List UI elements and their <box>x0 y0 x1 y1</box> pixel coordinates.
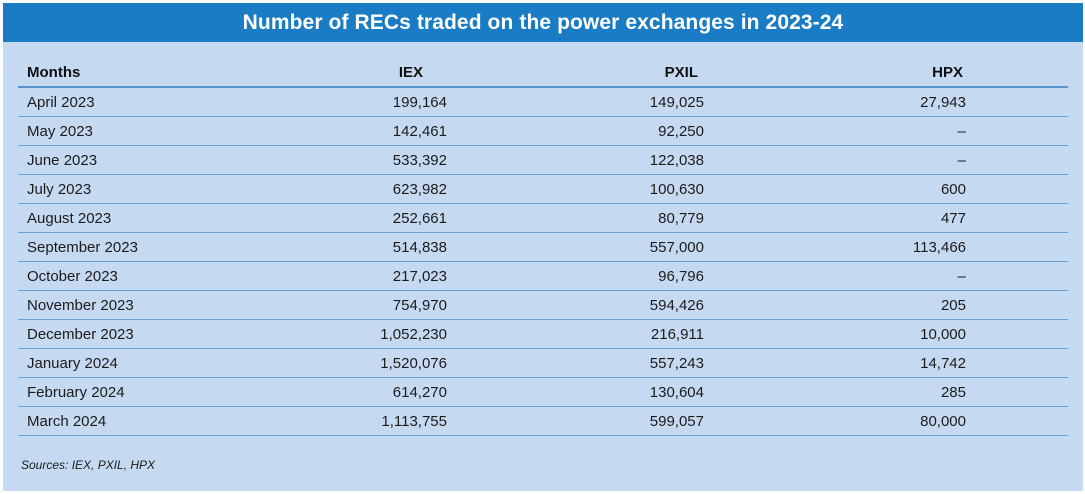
cell-iex: 623,982 <box>392 180 447 198</box>
table-row: January 2024 1,520,076 557,243 14,742 <box>18 349 1068 378</box>
rec-table-panel: Number of RECs traded on the power excha… <box>3 3 1083 491</box>
cell-pxil: 80,779 <box>658 209 704 227</box>
cell-month: July 2023 <box>27 180 92 198</box>
table-row: October 2023 217,023 96,796 – <box>18 262 1068 291</box>
cell-iex: 1,113,755 <box>381 412 447 430</box>
table-row: September 2023 514,838 557,000 113,466 <box>18 233 1068 262</box>
cell-pxil: 599,057 <box>649 412 704 430</box>
header-pxil: PXIL <box>664 63 698 81</box>
cell-month: August 2023 <box>27 209 112 227</box>
table-row: March 2024 1,113,755 599,057 80,000 <box>18 407 1068 436</box>
cell-pxil: 130,604 <box>649 383 704 401</box>
cell-hpx: – <box>957 122 966 140</box>
cell-hpx: 14,742 <box>920 354 966 372</box>
cell-pxil: 100,630 <box>649 180 704 198</box>
cell-hpx: – <box>957 151 966 169</box>
table-row: May 2023 142,461 92,250 – <box>18 117 1068 146</box>
sources-footnote: Sources: IEX, PXIL, HPX <box>21 458 156 472</box>
cell-month: November 2023 <box>27 296 134 314</box>
cell-pxil: 216,911 <box>650 325 704 343</box>
cell-month: March 2024 <box>27 412 107 430</box>
table-header-row: Months IEX PXIL HPX <box>18 58 1068 88</box>
cell-hpx: 285 <box>940 383 966 401</box>
cell-hpx: 27,943 <box>920 93 966 111</box>
cell-month: December 2023 <box>27 325 134 343</box>
cell-hpx: 477 <box>940 209 966 227</box>
cell-iex: 199,164 <box>392 93 447 111</box>
cell-month: June 2023 <box>27 151 98 169</box>
cell-month: April 2023 <box>27 93 95 111</box>
table-row: August 2023 252,661 80,779 477 <box>18 204 1068 233</box>
header-hpx: HPX <box>932 63 963 81</box>
cell-iex: 142,461 <box>392 122 447 140</box>
table-row: April 2023 199,164 149,025 27,943 <box>18 88 1068 117</box>
cell-pxil: 557,000 <box>649 238 704 256</box>
cell-hpx: 600 <box>940 180 966 198</box>
cell-pxil: 149,025 <box>649 93 704 111</box>
cell-pxil: 96,796 <box>658 267 704 285</box>
cell-hpx: 205 <box>940 296 966 314</box>
cell-month: September 2023 <box>27 238 138 256</box>
cell-month: January 2024 <box>27 354 118 372</box>
cell-iex: 217,023 <box>392 267 447 285</box>
cell-month: February 2024 <box>27 383 125 401</box>
cell-pxil: 92,250 <box>658 122 704 140</box>
cell-iex: 252,661 <box>392 209 447 227</box>
header-iex: IEX <box>398 63 423 81</box>
cell-iex: 1,520,076 <box>380 354 447 372</box>
cell-hpx: – <box>957 267 966 285</box>
table-row: November 2023 754,970 594,426 205 <box>18 291 1068 320</box>
cell-iex: 533,392 <box>392 151 447 169</box>
header-months: Months <box>27 63 81 81</box>
cell-month: May 2023 <box>27 122 93 140</box>
cell-iex: 514,838 <box>392 238 447 256</box>
table-row: February 2024 614,270 130,604 285 <box>18 378 1068 407</box>
cell-iex: 754,970 <box>392 296 447 314</box>
table-row: June 2023 533,392 122,038 – <box>18 146 1068 175</box>
cell-pxil: 122,038 <box>649 151 704 169</box>
cell-pxil: 557,243 <box>649 354 704 372</box>
table-row: July 2023 623,982 100,630 600 <box>18 175 1068 204</box>
rec-table: Months IEX PXIL HPX April 2023 199,164 1… <box>18 58 1068 436</box>
table-title: Number of RECs traded on the power excha… <box>3 3 1083 42</box>
cell-iex: 1,052,230 <box>380 325 447 343</box>
cell-iex: 614,270 <box>392 383 447 401</box>
cell-hpx: 113,466 <box>912 238 966 256</box>
cell-hpx: 80,000 <box>920 412 966 430</box>
cell-hpx: 10,000 <box>920 325 966 343</box>
table-row: December 2023 1,052,230 216,911 10,000 <box>18 320 1068 349</box>
cell-pxil: 594,426 <box>649 296 704 314</box>
cell-month: October 2023 <box>27 267 118 285</box>
